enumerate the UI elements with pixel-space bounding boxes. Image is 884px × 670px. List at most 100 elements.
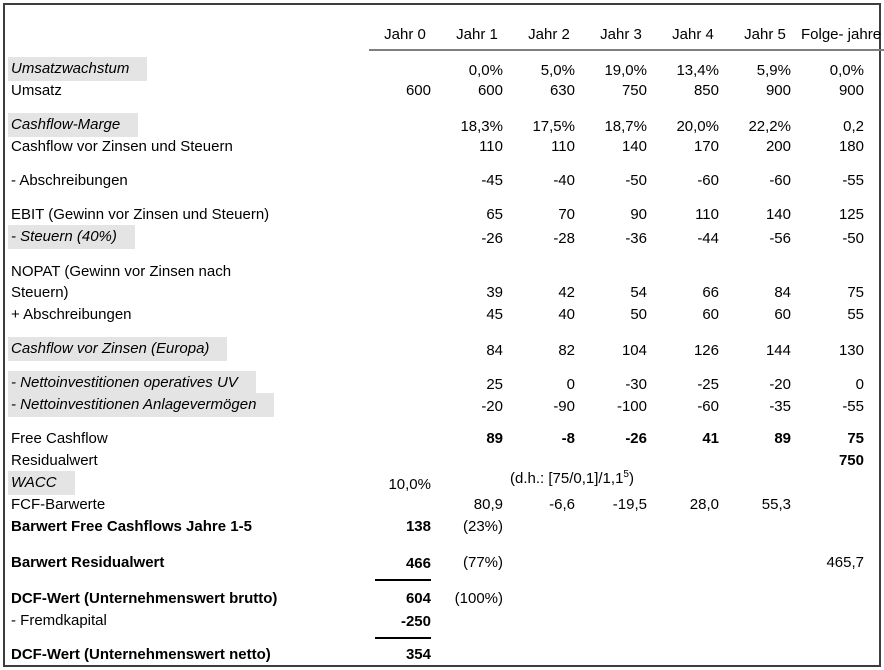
wacc-formula-note: (d.h.: [75/0,1]/1,15) [510, 470, 634, 487]
row-label: - Nettoinvestitionen operatives UV [8, 371, 256, 395]
cell-col-3 [585, 587, 657, 609]
cell-col-6 [801, 609, 879, 631]
cell-value: 5,0% [540, 62, 575, 79]
cell-value: 465,7 [826, 554, 864, 571]
column-header-label: Jahr 4 [672, 26, 714, 43]
cell-col-2 [513, 643, 585, 665]
cell-col-4 [657, 609, 729, 631]
row-label: Cashflow-Marge [8, 113, 139, 137]
cell-col-0 [369, 57, 441, 81]
cell-col-6: 75 [801, 259, 879, 303]
cell-value: 41 [702, 430, 719, 447]
column-header-6: Folge- jahre [801, 5, 884, 51]
cell-col-6: 750 [801, 449, 879, 471]
cell-value: 84 [774, 284, 791, 301]
cell-col-1: 39 [441, 259, 513, 303]
row-label-cell: Free Cashflow [5, 427, 369, 449]
cell-col-2 [513, 587, 585, 609]
cell-value: -60 [697, 172, 719, 189]
cell-col-0: 354 [369, 643, 441, 665]
cell-col-0: 604 [369, 587, 441, 609]
cell-value: 0 [855, 376, 864, 393]
cell-col-2: -28 [513, 225, 585, 249]
table-row: Umsatz 600 600 630 750 850 900 900 [5, 79, 879, 101]
row-spacer [5, 191, 879, 203]
cell-col-2: 40 [513, 303, 585, 325]
cell-col-0 [369, 169, 441, 191]
cell-col-0 [369, 135, 441, 157]
cell-col-0 [369, 493, 441, 515]
cell-col-5 [729, 643, 801, 665]
cell-col-6 [801, 493, 879, 515]
cell-col-6: 75 [801, 427, 879, 449]
table-row: Cashflow vor Zinsen und Steuern 110 110 140… [5, 135, 879, 157]
row-label-cell: Cashflow-Marge [5, 113, 369, 137]
note-text: (d.h.: [75/0,1]/1,1 [510, 470, 624, 487]
cell-col-6 [801, 515, 879, 537]
cell-value: 84 [486, 342, 503, 359]
row-label: - Abschreibungen [11, 172, 128, 189]
cell-value: 66 [702, 284, 719, 301]
cell-value: 170 [693, 138, 719, 155]
cell-col-1: (100%) [441, 587, 513, 609]
cell-value: -40 [553, 172, 575, 189]
cell-value: -26 [625, 430, 647, 447]
cell-col-3 [585, 609, 657, 631]
cell-col-5: 5,9% [729, 57, 801, 81]
cell-value: -90 [553, 398, 575, 415]
cell-col-3: -19,5 [585, 493, 657, 515]
cell-col-5: 144 [729, 337, 801, 361]
cell-col-6: 130 [801, 337, 879, 361]
cell-value: 60 [774, 306, 791, 323]
cell-col-2: 110 [513, 135, 585, 157]
cell-value: 17,5% [532, 118, 575, 135]
cell-col-3 [585, 515, 657, 537]
table-row: Free Cashflow 89 -8 -26 41 89 75 [5, 427, 879, 449]
cell-col-2: 82 [513, 337, 585, 361]
row-label-cell: - Nettoinvestitionen Anlagevermögen [5, 393, 369, 417]
cell-col-0 [369, 113, 441, 137]
note-text: ) [628, 470, 634, 487]
cell-value: 65 [486, 206, 503, 223]
cell-value: -55 [842, 398, 864, 415]
cell-value: 19,0% [604, 62, 647, 79]
cell-col-3: -50 [585, 169, 657, 191]
cell-value: 126 [693, 342, 719, 359]
cell-value: 60 [702, 306, 719, 323]
cell-value: 354 [405, 646, 431, 663]
cell-col-3: 19,0% [585, 57, 657, 81]
column-header-3: Jahr 3 [585, 5, 657, 51]
cell-value: 18,7% [604, 118, 647, 135]
cell-col-4: 850 [657, 79, 729, 101]
column-header-blank [5, 5, 369, 51]
cell-col-4: 20,0% [657, 113, 729, 137]
cell-value: 90 [630, 206, 647, 223]
cell-col-1: -20 [441, 393, 513, 417]
row-label: Umsatz [11, 82, 62, 99]
cell-col-0 [369, 393, 441, 417]
cell-value: 89 [774, 430, 791, 447]
cell-col-0: -250 [369, 609, 441, 639]
cell-value: 5,9% [756, 62, 791, 79]
cell-value: 104 [621, 342, 647, 359]
cell-col-3: -30 [585, 371, 657, 395]
cell-col-0: 466 [369, 551, 441, 581]
cell-col-2: 17,5% [513, 113, 585, 137]
dcf-table: Jahr 0 Jahr 1 Jahr 2 Jahr 3 Jahr 4 Jahr 5 Folg… [5, 5, 884, 665]
row-label: Residualwert [11, 452, 98, 469]
cell-col-1: 600 [441, 79, 513, 101]
cell-col-1: (77%) [441, 551, 513, 573]
cell-value: 0,2 [843, 118, 864, 135]
cell-col-2: 630 [513, 79, 585, 101]
cell-col-1: 0,0% [441, 57, 513, 81]
table-row: + Abschreibungen 45 40 50 60 60 55 [5, 303, 879, 325]
cell-value: -45 [481, 172, 503, 189]
cell-col-2: -90 [513, 393, 585, 417]
cell-value: -44 [697, 230, 719, 247]
cell-col-5 [729, 609, 801, 631]
cell-col-0 [369, 225, 441, 249]
column-header-2: Jahr 2 [513, 5, 585, 51]
cell-col-6: -55 [801, 169, 879, 191]
cell-col-6: 0 [801, 371, 879, 395]
cell-col-3: 18,7% [585, 113, 657, 137]
